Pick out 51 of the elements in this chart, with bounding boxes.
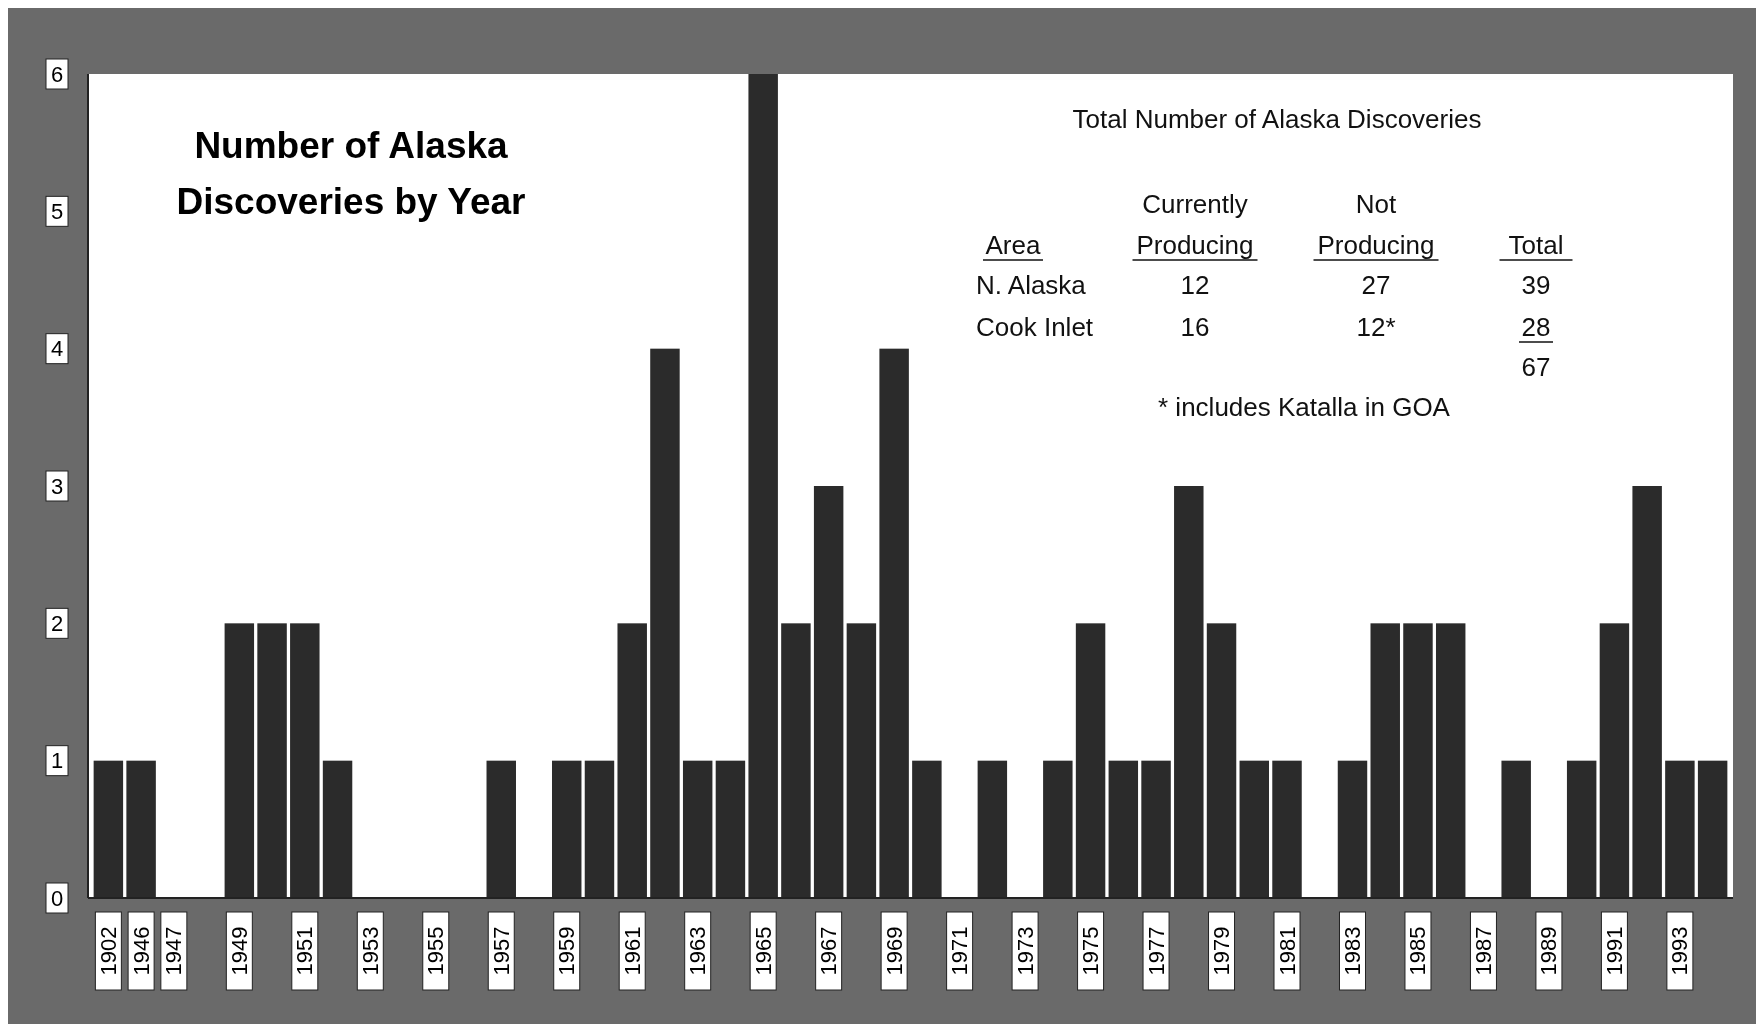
y-tick-label: 6 <box>50 61 64 87</box>
annotation: 67 <box>1521 352 1551 382</box>
x-tick-label: 1979 <box>1209 926 1235 976</box>
x-tick-label: 1977 <box>1143 926 1169 976</box>
x-tick-label: 1971 <box>947 926 973 976</box>
x-tick-label: 1957 <box>488 926 514 976</box>
x-tick-label: 1961 <box>619 926 645 976</box>
x-tick-label: 1949 <box>226 926 252 976</box>
x-tick-label: 1947 <box>161 926 187 976</box>
x-tick-label: 1967 <box>816 926 842 976</box>
x-tick-label: 1955 <box>423 926 449 976</box>
annotation: Total <box>1508 230 1564 260</box>
x-tick-label: 1969 <box>881 926 907 976</box>
x-tick-label: 1963 <box>685 926 711 976</box>
y-tick-label: 0 <box>50 885 64 911</box>
annotation: Producing <box>1136 230 1254 260</box>
x-tick-label: 1991 <box>1601 926 1627 976</box>
annotation: 27 <box>1361 270 1391 300</box>
x-tick-label: 1993 <box>1667 926 1693 976</box>
y-tick-label: 5 <box>50 198 64 224</box>
x-tick-label: 1973 <box>1012 926 1038 976</box>
annotation: Area <box>985 230 1041 260</box>
text: Number of Alaska Discoveries by Year <box>176 125 526 222</box>
x-tick-label: 1959 <box>554 926 580 976</box>
annotation: Currently <box>1142 189 1248 219</box>
x-tick-label: 1985 <box>1405 926 1431 976</box>
x-tick-label: 1987 <box>1470 926 1496 976</box>
x-tick-label: 1953 <box>357 926 383 976</box>
x-tick-label: 1946 <box>128 926 154 976</box>
x-tick-label: 1965 <box>750 926 776 976</box>
y-tick-label: 2 <box>50 610 64 636</box>
annotation: Not <box>1355 189 1397 219</box>
annotation: Producing <box>1317 230 1435 260</box>
annotation: 39 <box>1521 270 1551 300</box>
annotation: * includes Katalla in GOA <box>1158 392 1451 422</box>
x-tick-label: 1951 <box>292 926 318 976</box>
annotation: N. Alaska <box>976 270 1087 300</box>
annotation: 16 <box>1180 312 1210 342</box>
y-tick-label: 4 <box>50 336 64 362</box>
annotation: Total Number of Alaska Discoveries <box>1072 104 1482 134</box>
x-tick-label: 1983 <box>1339 926 1365 976</box>
x-tick-label: 1975 <box>1078 926 1104 976</box>
y-tick-label: 1 <box>50 748 64 774</box>
x-tick-label: 1981 <box>1274 926 1300 976</box>
y-tick-label: 3 <box>50 473 64 499</box>
annotation: Cook Inlet <box>976 312 1094 342</box>
x-tick-label: 1989 <box>1536 926 1562 976</box>
annotation: 12 <box>1180 270 1210 300</box>
annotation: 12* <box>1356 312 1396 342</box>
annotation: 28 <box>1521 312 1551 342</box>
x-tick-label: 1902 <box>95 926 121 976</box>
